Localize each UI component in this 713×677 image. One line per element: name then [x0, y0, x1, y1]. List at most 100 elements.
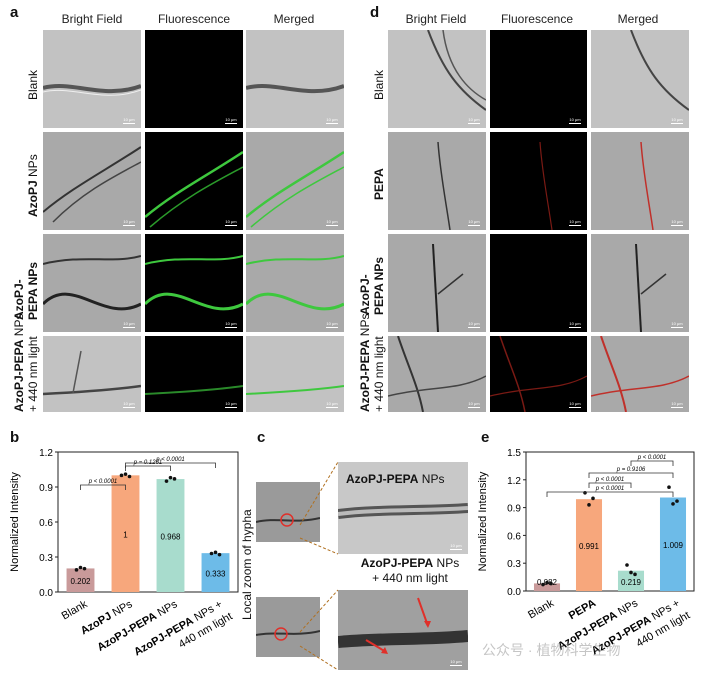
chart-e-point-3-2 — [675, 499, 679, 503]
chart-e-ytick-label: 1.2 — [507, 476, 521, 487]
image-a-blank-fluor: 10 μm — [145, 30, 243, 128]
chart-b-bracket-0 — [80, 484, 126, 490]
image-c-bottom-zoom: 10 μm — [338, 590, 468, 670]
chart-b-ytick-label: 0.6 — [39, 518, 53, 529]
chart-e-ylabel: Normalized Intensity — [477, 471, 489, 571]
chart-b-point-2-0 — [164, 479, 169, 483]
chart-b-xlabel-0: Blank — [60, 598, 90, 622]
image-d-blank-bright: 10 μm — [388, 30, 486, 128]
chart-b-bar-1 — [111, 475, 140, 592]
image-d-blank-merged: 10 μm — [591, 30, 689, 128]
col-header-fluor-d: Fluorescence — [500, 12, 574, 26]
chart-b-point-0-2 — [82, 566, 87, 571]
image-a-azopj-merged: 10 μm — [246, 132, 344, 230]
panel-label-b: b — [10, 429, 20, 446]
col-header-merged-d: Merged — [617, 12, 659, 26]
chart-b-point-2-1 — [168, 475, 173, 480]
chart-e-bar-label-1: 0.991 — [579, 542, 600, 551]
panel-c-bottom-title: AzoPJ-PEPA NPs + 440 nm light — [360, 556, 460, 585]
chart-e-ytick-label: 0.6 — [507, 531, 521, 542]
panel-label-c: c — [257, 429, 266, 446]
chart-b-ytick-label: 0.3 — [39, 553, 53, 564]
chart-b-point-1-0 — [119, 473, 124, 478]
chart-e-point-1-0 — [583, 490, 587, 495]
chart-b-bracket-label-2: p < 0.0001 — [155, 457, 185, 463]
row-label-d-2: PEPA — [372, 168, 386, 200]
chart-e-point-3-0 — [667, 485, 671, 490]
chart-e-bracket-1 — [588, 482, 632, 488]
chart-e-xlabel-1: PEPA — [567, 597, 598, 622]
row-label-a-1: Blank — [26, 69, 40, 100]
image-d-azopj-pepa-fluor: 10 μm — [490, 234, 587, 332]
chart-b-bar-label-3: 0.333 — [205, 570, 226, 579]
chart-e-bracket-0 — [546, 491, 674, 497]
chart-e-bracket-label-3: p < 0.0001 — [637, 455, 667, 461]
image-c-top-zoom: 10 μm — [338, 462, 468, 554]
chart-e-bracket-label-1: p < 0.0001 — [595, 477, 625, 483]
row-label-a-4: AzoPJ-PEPA NPs + 440 nm light — [12, 313, 40, 412]
chart-e-bracket-label-2: p = 0.9106 — [616, 467, 646, 473]
row-label-d-4: AzoPJ-PEPA NPs + 440 nm light — [358, 313, 386, 412]
chart-e-ytick-label: 0.3 — [507, 559, 521, 570]
chart-e-point-0-2 — [549, 581, 553, 586]
panel-label-a: a — [10, 4, 19, 21]
image-c-top-thumb — [256, 482, 320, 542]
chart-e: 0.0 0.3 0.6 0.9 1.2 1.5 Normalized Intensity 0.… — [477, 448, 695, 658]
panel-c-zoom-lines — [299, 462, 339, 671]
chart-e-bar-3 — [659, 497, 687, 591]
col-header-bright-a: Bright Field — [61, 12, 123, 26]
image-a-blank-bright: 10 μm — [43, 30, 141, 128]
watermark: 公众号 · 植物科学生物 — [482, 642, 621, 658]
chart-e-bracket-label-0: p < 0.0001 — [595, 486, 625, 492]
panel-label-e: e — [481, 429, 490, 446]
chart-b-point-1-1 — [123, 472, 128, 476]
col-header-fluor-a: Fluorescence — [157, 12, 231, 26]
chart-e-ytick-label: 1.5 — [507, 448, 521, 459]
chart-e-point-1-2 — [591, 496, 595, 501]
panel-c-top-title: AzoPJ-PEPA NPs — [346, 472, 445, 486]
row-label-d-1: Blank — [372, 69, 386, 100]
chart-e-bar-0 — [533, 583, 561, 591]
image-c-bottom-thumb — [256, 597, 320, 657]
col-header-merged-a: Merged — [273, 12, 315, 26]
chart-b-point-0-1 — [78, 565, 83, 570]
chart-e-bar-label-3: 1.009 — [663, 541, 684, 550]
image-a-azopj-bright: 10 μm — [43, 132, 141, 230]
image-a-azopj-fluor: 10 μm — [145, 132, 243, 230]
chart-b-point-0-0 — [74, 568, 79, 572]
chart-e-point-2-2 — [633, 572, 637, 577]
image-d-light-bright: 10 μm — [388, 336, 486, 412]
image-d-pepa-fluor: 10 μm — [490, 132, 587, 230]
chart-b-bar-label-1: 1 — [123, 531, 128, 540]
image-a-azopj-pepa-merged: 10 μm — [246, 234, 344, 332]
image-a-azopj-pepa-bright: 10 μm — [43, 234, 141, 332]
chart-e-axes-frame — [525, 451, 695, 592]
chart-b-point-3-0 — [209, 551, 214, 556]
panel-label-d: d — [370, 4, 380, 21]
image-d-light-fluor: 10 μm — [490, 336, 587, 412]
chart-e-point-2-0 — [625, 563, 629, 567]
image-a-light-bright: 10 μm — [43, 336, 141, 412]
chart-b-bar-label-0: 0.202 — [70, 577, 91, 586]
chart-e-xlabel-0: Blank — [526, 597, 556, 621]
image-a-light-fluor: 10 μm — [145, 336, 243, 412]
chart-b-ylabel: Normalized Intensity — [9, 472, 21, 572]
chart-b-ytick-label: 0.9 — [39, 483, 53, 494]
chart-e-ytick-label: 0.9 — [507, 504, 521, 515]
image-d-pepa-merged: 10 μm — [591, 132, 689, 230]
chart-b-ytick-label: 1.2 — [39, 448, 53, 459]
chart-e-point-0-0 — [541, 582, 545, 587]
image-a-blank-merged: 10 μm — [246, 30, 344, 128]
chart-b-bracket-1 — [125, 465, 171, 471]
chart-e-bracket-2 — [588, 472, 674, 478]
chart-b-point-3-1 — [213, 550, 218, 555]
chart-e-bracket-3 — [630, 460, 674, 466]
chart-b-point-2-2 — [172, 477, 177, 481]
image-d-blank-fluor: 10 μm — [490, 30, 587, 128]
col-header-bright-d: Bright Field — [405, 12, 467, 26]
chart-e-ytick-label: 0.0 — [507, 587, 521, 598]
image-d-azopj-pepa-bright: 10 μm — [388, 234, 486, 332]
image-d-azopj-pepa-merged: 10 μm — [591, 234, 689, 332]
image-d-pepa-bright: 10 μm — [388, 132, 486, 230]
chart-b-bar-3 — [201, 553, 230, 592]
